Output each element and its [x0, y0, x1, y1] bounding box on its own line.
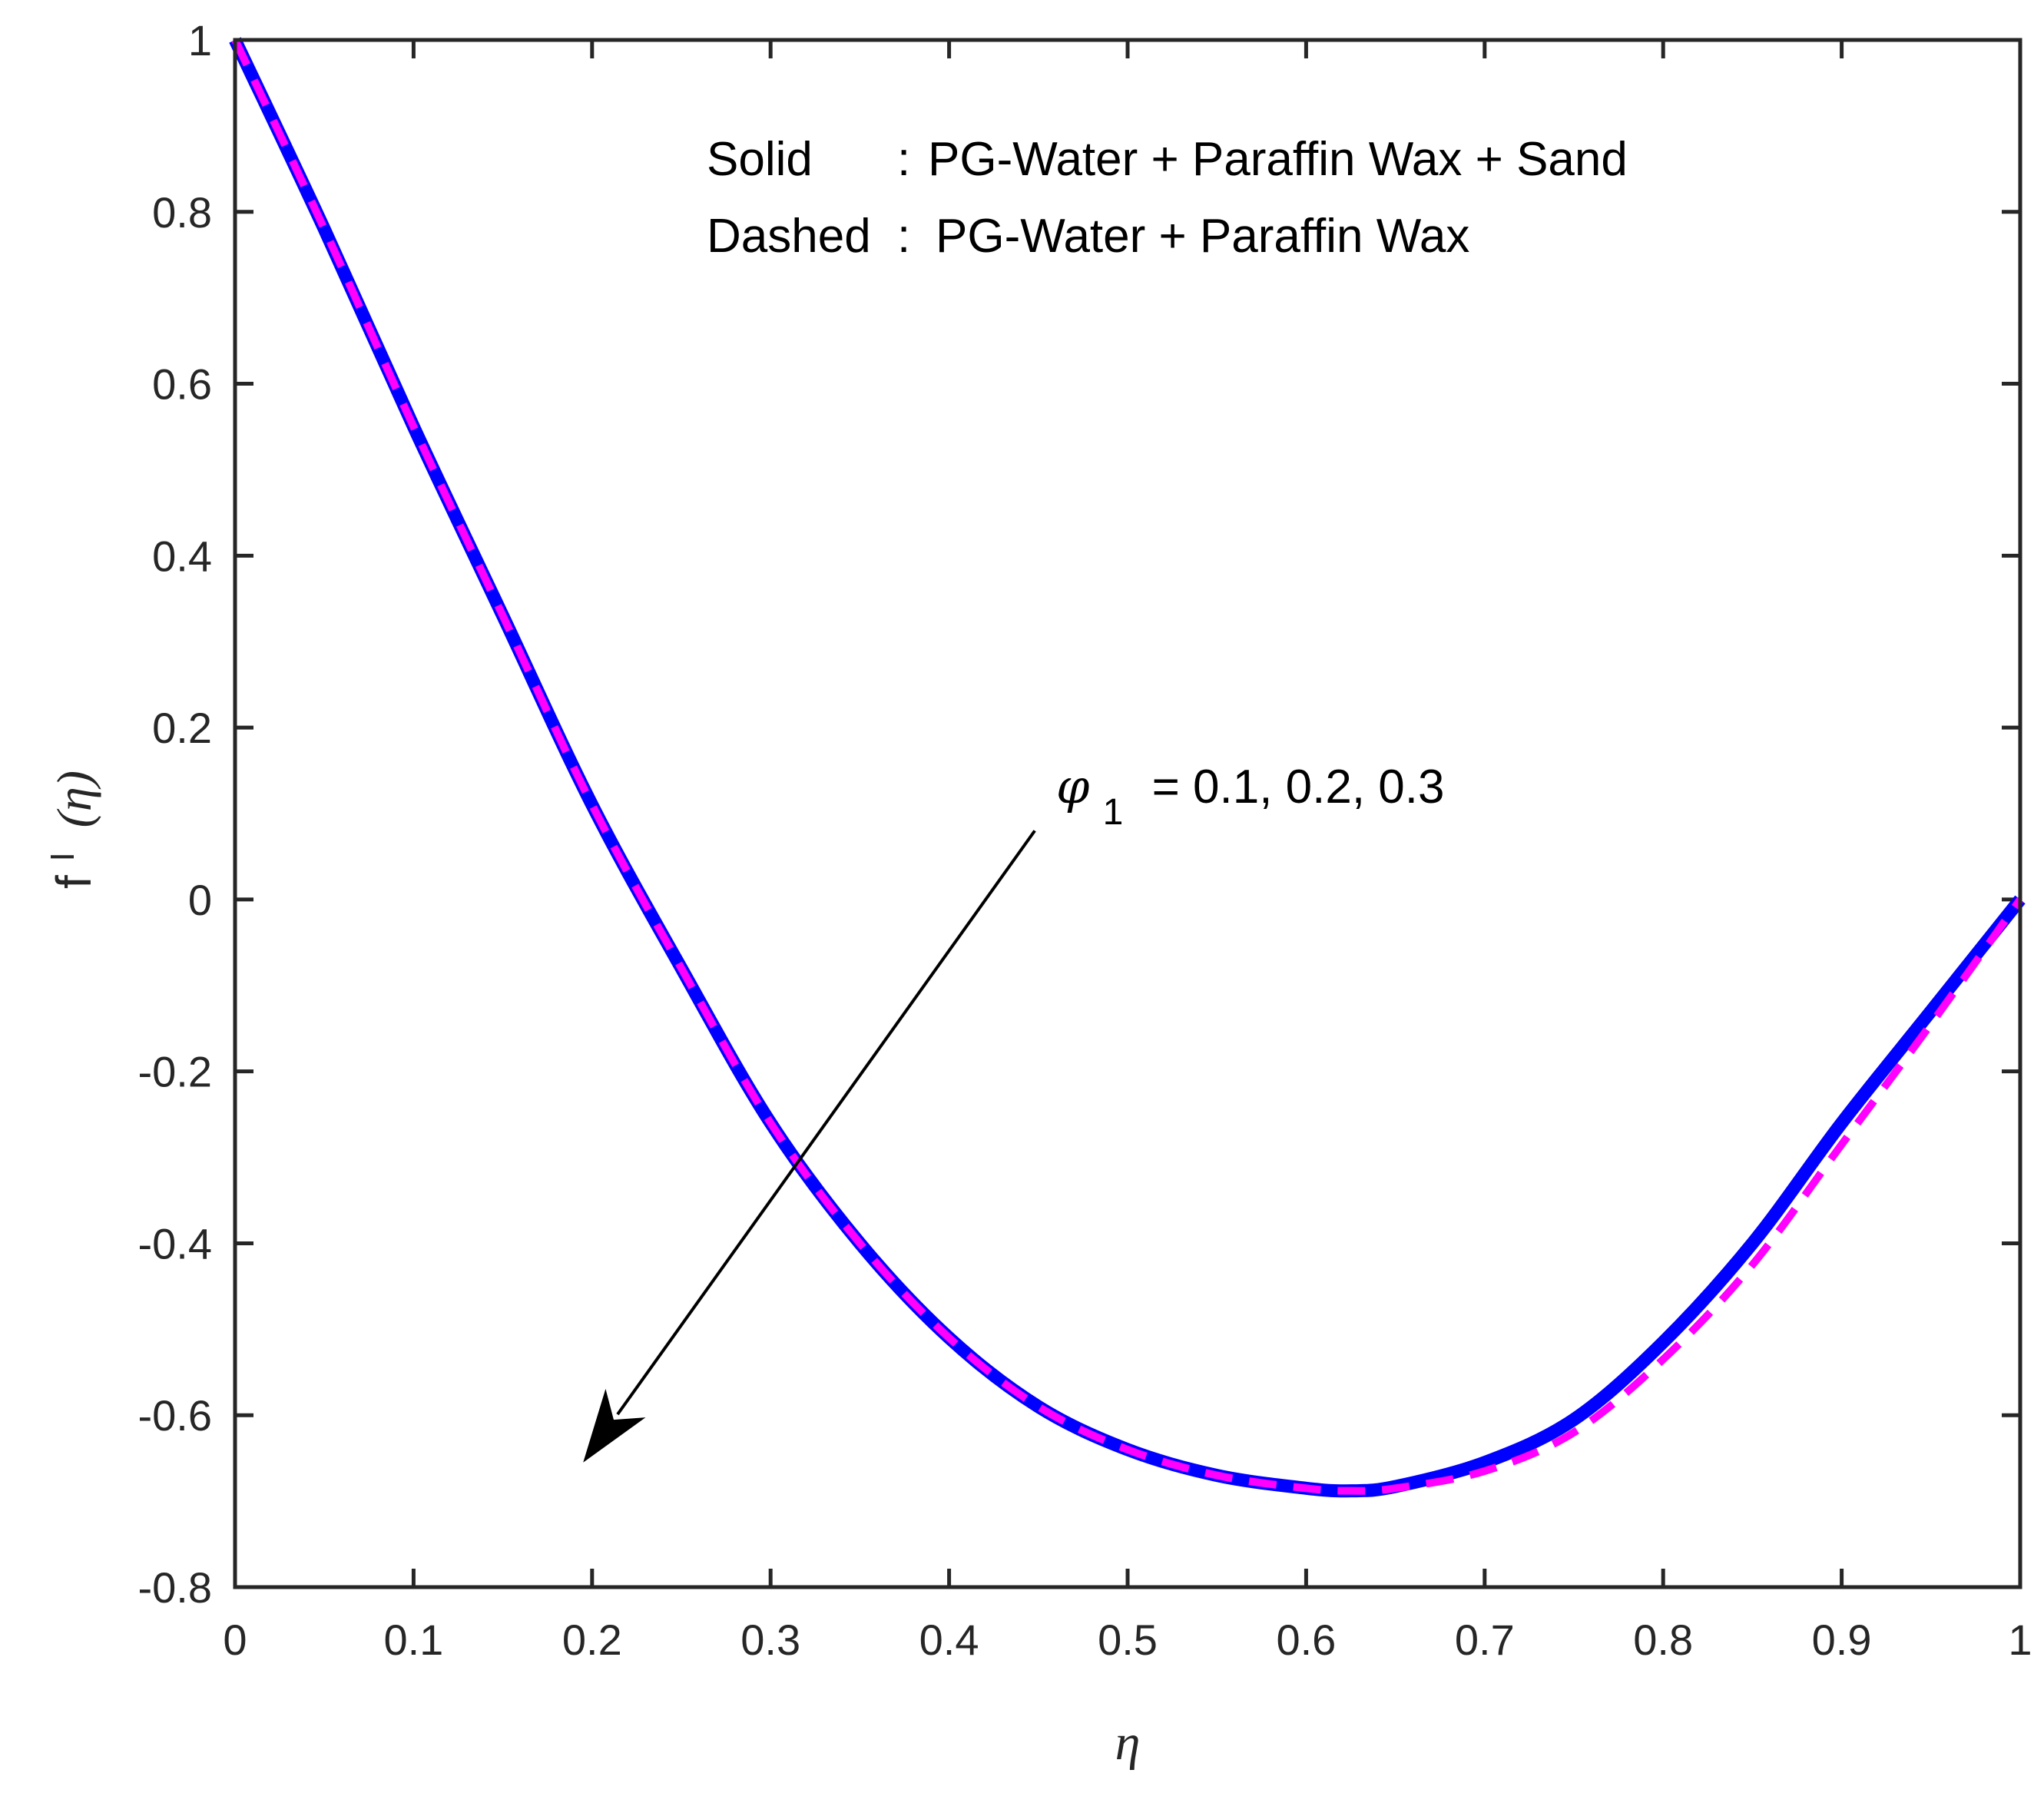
x-tick-labels: 0 0.1 0.2 0.3 0.4 0.5 0.6 0.7 0.8 0.9 1: [223, 1616, 2032, 1664]
plot-area-frame: [233, 38, 2022, 1589]
data-series: [229, 37, 2026, 1498]
y-tick-label: 1: [188, 16, 212, 65]
legend-solid: Solid : PG-Water + Paraffin Wax + Sand: [707, 133, 1628, 186]
y-tick-label: 0: [188, 876, 212, 924]
y-tick-label: -0.4: [138, 1219, 213, 1268]
legend-dashed: Dashed : PG-Water + Paraffin Wax: [707, 210, 1469, 263]
series-line-dashed: [231, 38, 2024, 1495]
x-tick-label: 0.4: [919, 1616, 979, 1664]
arrow-head: [583, 1388, 646, 1463]
x-tick-label: 0: [223, 1616, 247, 1664]
phi-values: = 0.1, 0.2, 0.3: [1152, 761, 1445, 814]
phi-subscript: 1: [1103, 792, 1124, 833]
legend-dashed-text: PG-Water + Paraffin Wax: [936, 210, 1469, 263]
y-tick-label: -0.8: [138, 1563, 213, 1612]
x-tick-label: 1: [2008, 1616, 2032, 1664]
x-tick-label: 0.5: [1098, 1616, 1158, 1664]
legend-solid-sep: :: [897, 133, 910, 186]
annotation-arrow: [583, 830, 1036, 1463]
y-axis-label-arg: (η): [47, 771, 101, 827]
y-tick-label: 0.8: [152, 188, 212, 237]
y-axis-label: f I (η): [29, 771, 101, 889]
y-tick-label: -0.6: [138, 1391, 213, 1440]
legend-dashed-label: Dashed: [707, 210, 871, 263]
y-axis-label-prime: I: [44, 852, 81, 861]
arrow-annotation-label: φ 1 = 0.1, 0.2, 0.3: [1056, 758, 1445, 835]
x-tick-label: 0.6: [1276, 1616, 1336, 1664]
y-tick-label: 0.4: [152, 532, 212, 580]
y-tick-label: 0.2: [152, 704, 212, 752]
arrow-shaft: [616, 830, 1036, 1416]
y-tick-labels: -0.8 -0.6 -0.4 -0.2 0 0.2 0.4 0.6 0.8 1: [138, 16, 213, 1612]
y-tick-label: -0.2: [138, 1048, 213, 1096]
x-tick-label: 0.8: [1633, 1616, 1693, 1664]
x-axis-label: η: [1115, 1715, 1141, 1771]
x-tick-label: 0.7: [1455, 1616, 1515, 1664]
legend-solid-label: Solid: [707, 133, 813, 186]
x-tick-label: 0.2: [562, 1616, 622, 1664]
y-tick-label: 0.6: [152, 360, 212, 409]
x-tick-label: 0.3: [740, 1616, 800, 1664]
phi-symbol: φ: [1056, 758, 1090, 814]
legend-solid-text: PG-Water + Paraffin Wax + Sand: [928, 133, 1628, 186]
x-tick-label: 0.9: [1812, 1616, 1872, 1664]
legend-dashed-sep: :: [897, 210, 910, 263]
y-axis-label-base: f: [46, 875, 101, 889]
x-tick-label: 0.1: [383, 1616, 443, 1664]
